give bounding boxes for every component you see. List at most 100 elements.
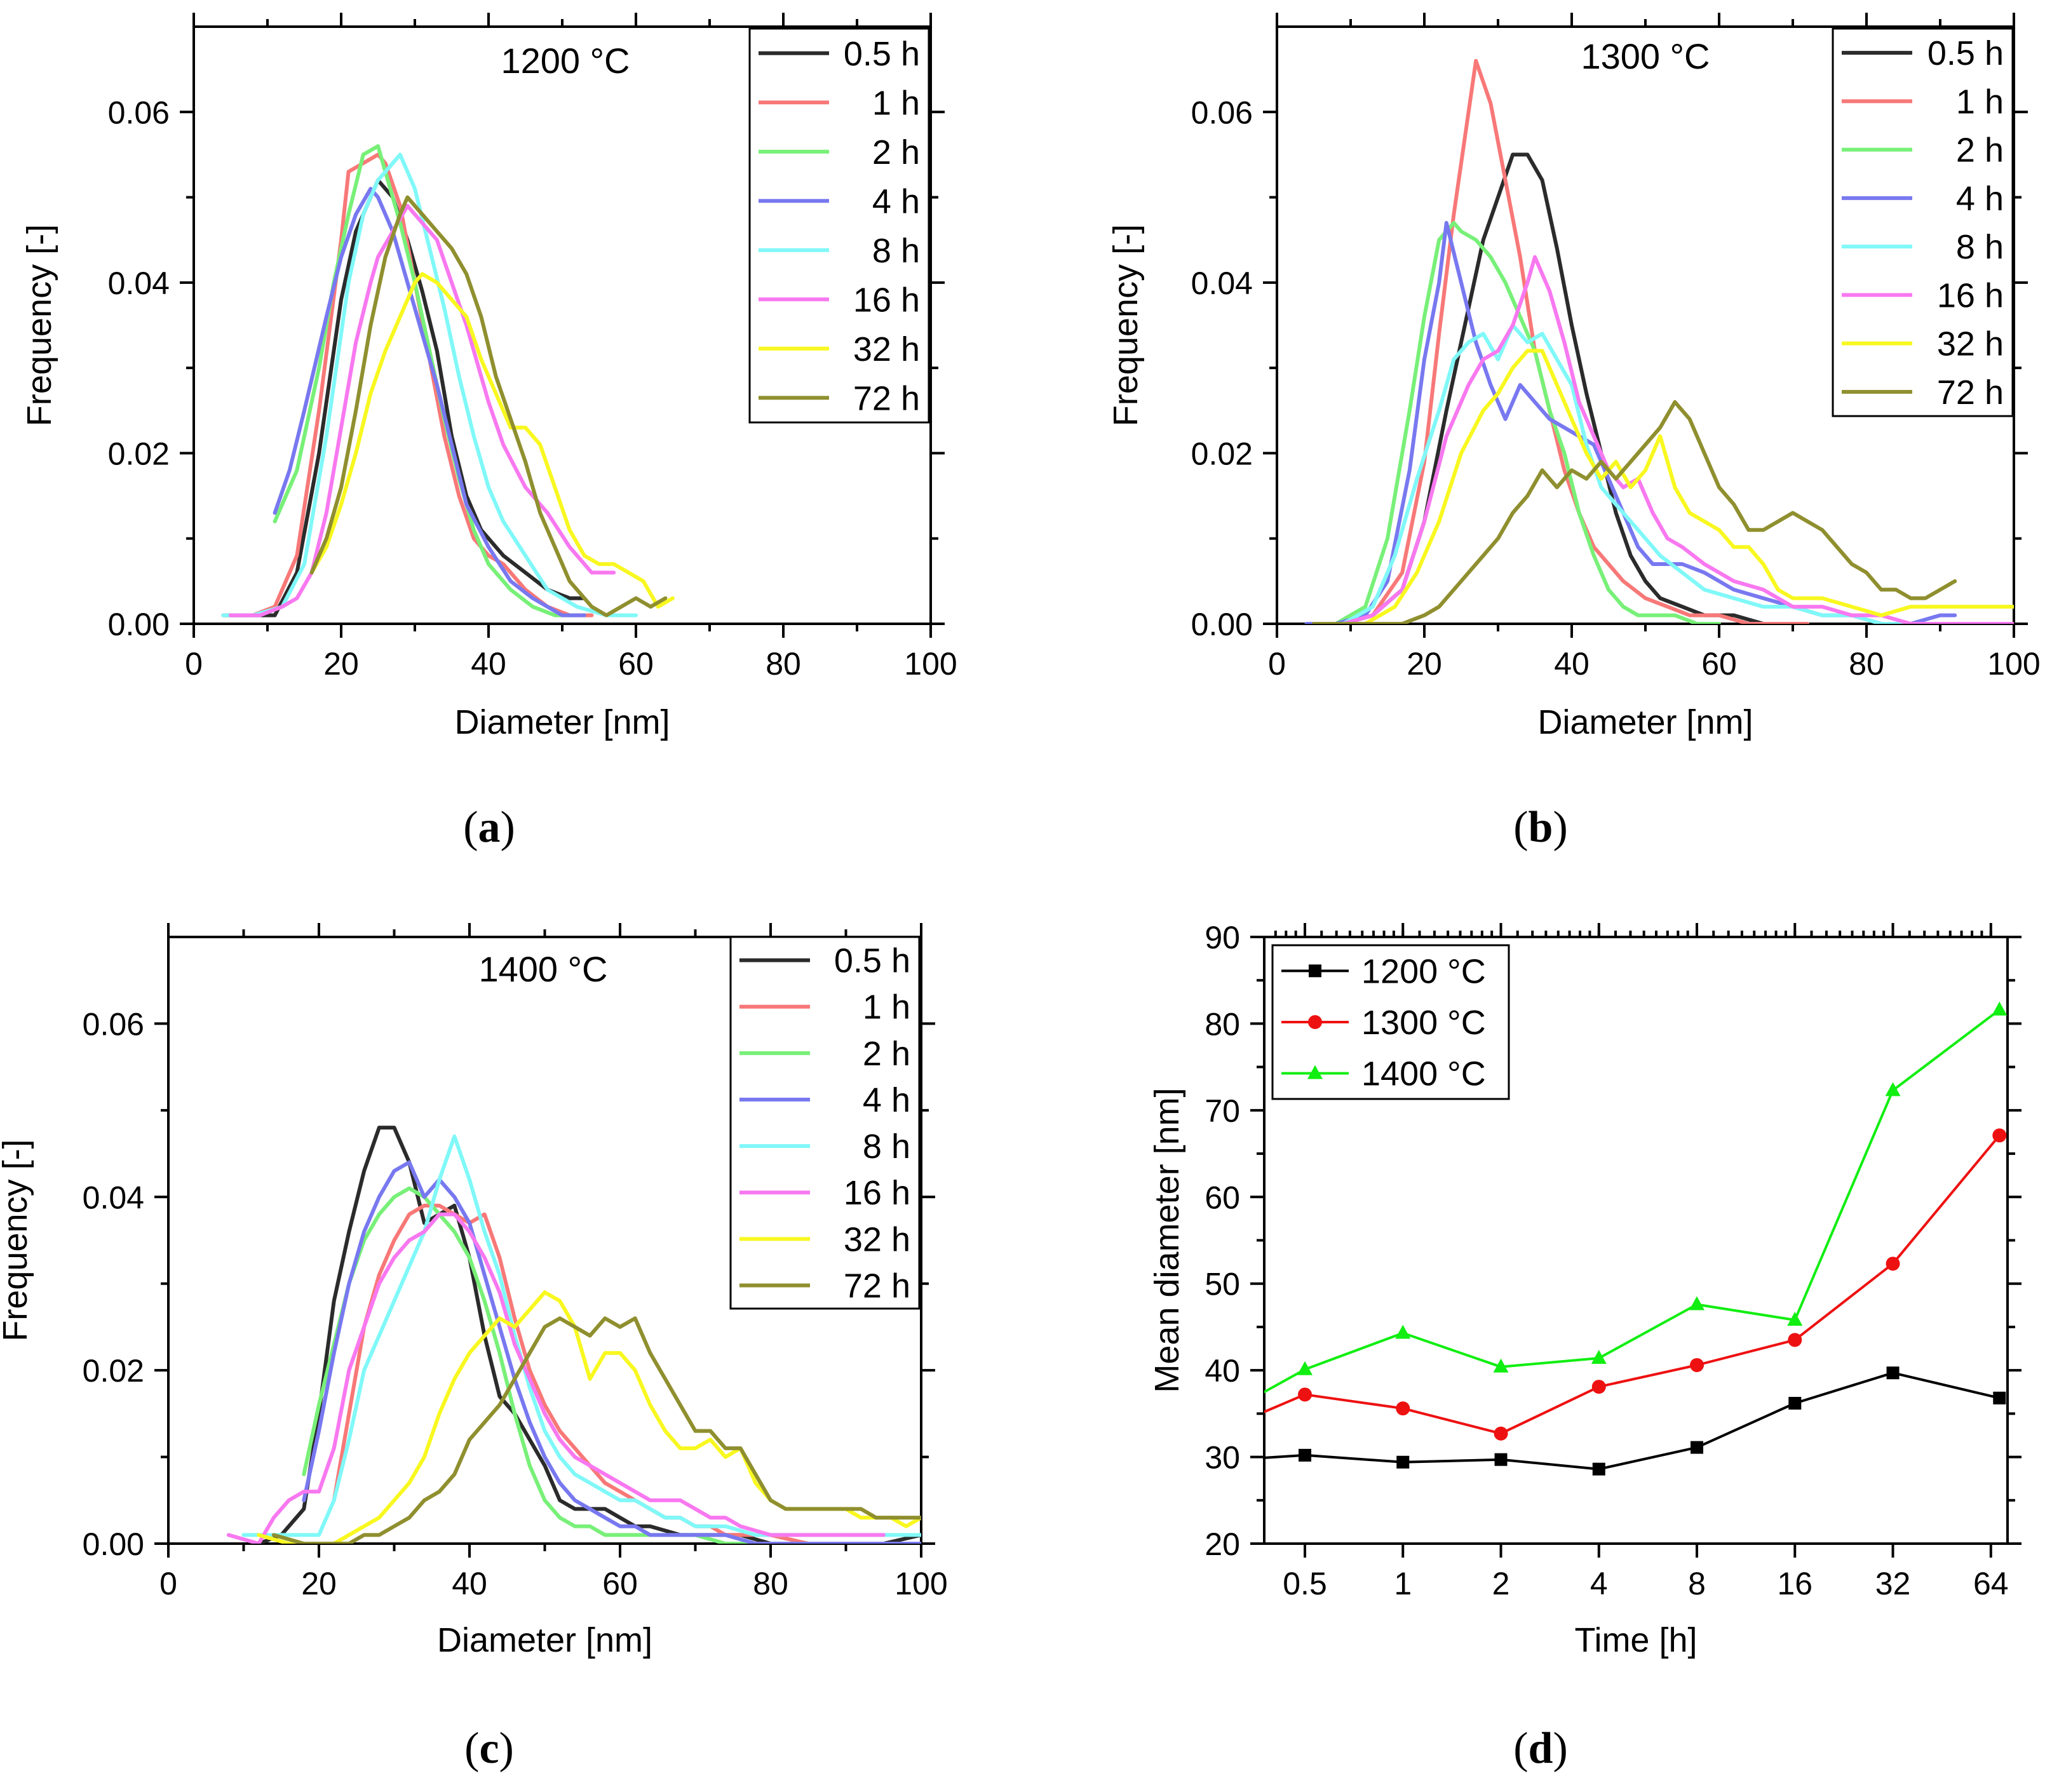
data-point-circle [1690, 1357, 1704, 1372]
panel-caption: (d) [1513, 1724, 1568, 1773]
legend-label: 16 h [853, 281, 920, 319]
data-point-triangle [1493, 1358, 1509, 1373]
y-tick-label: 0.00 [108, 607, 170, 642]
legend-label: 1400 °C [1361, 1055, 1486, 1093]
legend-label: 72 h [853, 379, 920, 417]
y-tick-label: 70 [1205, 1093, 1240, 1129]
legend-label: 0.5 h [834, 942, 910, 980]
x-tick-label: 100 [894, 1566, 947, 1601]
data-point-triangle [1689, 1296, 1705, 1310]
caption-close: ) [1553, 803, 1567, 852]
y-tick-label: 0.02 [1191, 436, 1253, 471]
legend-label: 32 h [1937, 325, 2004, 363]
caption-open: ( [464, 1724, 479, 1773]
x-axis-title: Time [h] [1574, 1621, 1697, 1659]
x-tick-label: 40 [1554, 646, 1590, 682]
y-tick-label: 0.04 [1191, 266, 1253, 301]
data-point-triangle [1885, 1082, 1901, 1096]
data-point-square [1396, 1455, 1410, 1469]
legend-label: 8 h [872, 232, 920, 270]
series-line-1-h [221, 152, 594, 617]
y-axis-title: Frequency [-] [20, 224, 58, 426]
data-point-circle [1788, 1333, 1802, 1347]
data-point-square [1299, 1448, 1312, 1462]
caption-open: ( [1513, 803, 1528, 852]
plot-area [1264, 1001, 2008, 1476]
series-line-72-h [309, 195, 668, 617]
series-line-32-h [1333, 349, 2014, 624]
series-line-16-h [226, 1212, 886, 1544]
data-point-circle [1992, 1128, 2007, 1143]
panel-b: 0 20 40 60 80 100 0.00 0.02 0.04 0.06 Diameter [nm… [1107, 13, 2041, 741]
plot-area [221, 144, 675, 617]
series-line-72-h [271, 1316, 921, 1544]
legend-label: 1200 °C [1361, 952, 1486, 990]
legend-marker [1309, 964, 1321, 978]
y-tick-label: 0.02 [108, 436, 170, 471]
y-tick-label: 0.02 [83, 1353, 144, 1389]
legend-box [1832, 27, 2014, 417]
temperature-label: 1300 °C [1581, 36, 1710, 76]
x-tick-label: 60 [602, 1566, 638, 1601]
data-point-circle [1396, 1401, 1410, 1416]
x-tick-label: 100 [904, 646, 957, 682]
caption-close: ) [1553, 1724, 1567, 1773]
legend-label: 1 h [863, 988, 910, 1027]
x-axis-title: Diameter [nm] [454, 703, 670, 741]
legend-label: 4 h [872, 182, 920, 220]
legend-label: 2 h [872, 133, 920, 172]
series-line-32-h [309, 272, 675, 609]
series-line-8-h [241, 1134, 921, 1537]
temperature-label: 1200 °C [501, 41, 630, 81]
series-line-1-h [332, 1203, 921, 1544]
x-tick-label: 60 [618, 646, 654, 682]
caption-letter: c [479, 1724, 499, 1773]
data-point-triangle [1297, 1361, 1313, 1375]
data-point-triangle [1787, 1312, 1803, 1326]
legend: 0.5 h 1 h 2 h 4 h 8 h 16 h 32 h 72 h [1832, 27, 2014, 417]
y-tick-label: 0.04 [83, 1180, 144, 1215]
y-axis-title: Mean diameter [nm] [1148, 1088, 1186, 1392]
data-point-circle [1298, 1387, 1313, 1402]
legend-label: 0.5 h [1927, 34, 2004, 72]
legend-label: 16 h [1937, 276, 2004, 314]
x-tick-label: 80 [1849, 646, 1884, 682]
panel-caption: (c) [464, 1724, 514, 1773]
y-tick-label: 80 [1205, 1006, 1240, 1042]
legend-label: 32 h [853, 330, 920, 368]
panel-d: 0.5 1 2 4 8 16 32 64 20 30 40 50 60 70 80 90 Time [h] Mea… [1148, 920, 2022, 1659]
x-tick-label: 0 [1268, 646, 1286, 682]
data-point-circle [1591, 1380, 1606, 1394]
y-tick-label: 0.06 [1191, 95, 1253, 130]
x-tick-label: 0 [159, 1566, 177, 1601]
x-tick-label: 1 [1394, 1566, 1412, 1601]
legend-label: 2 h [1956, 131, 2004, 170]
y-tick-label: 40 [1205, 1353, 1240, 1389]
x-axis-title: Diameter [nm] [437, 1621, 652, 1659]
data-point-triangle [1591, 1350, 1607, 1364]
y-tick-label: 30 [1205, 1440, 1240, 1476]
x-tick-label: 0.5 [1283, 1566, 1327, 1601]
series-line-0-5-h [1312, 152, 1795, 624]
series-line-1200-C [1264, 1371, 2001, 1471]
x-tick-label: 2 [1492, 1566, 1510, 1601]
y-tick-label: 20 [1205, 1526, 1240, 1562]
data-point-square [1993, 1391, 2006, 1405]
series-line-1300-C [1264, 1134, 2001, 1435]
data-point-square [1592, 1462, 1605, 1476]
legend-label: 8 h [863, 1128, 910, 1166]
caption-close: ) [499, 1724, 514, 1773]
series-line-2-h [302, 1186, 921, 1544]
data-point-square [1494, 1453, 1508, 1466]
legend-label: 2 h [863, 1035, 910, 1073]
panel-c: 0 20 40 60 80 100 0.00 0.02 0.04 0.06 Diameter [nm… [0, 923, 948, 1659]
legend-label: 32 h [844, 1220, 910, 1258]
x-tick-label: 64 [1973, 1566, 2009, 1601]
y-tick-label: 50 [1205, 1267, 1240, 1302]
y-tick-label: 0.00 [83, 1526, 144, 1562]
temperature-label: 1400 °C [479, 949, 608, 989]
legend-label: 4 h [863, 1081, 910, 1119]
legend-label: 1 h [872, 84, 920, 122]
plot-area [226, 1126, 921, 1544]
